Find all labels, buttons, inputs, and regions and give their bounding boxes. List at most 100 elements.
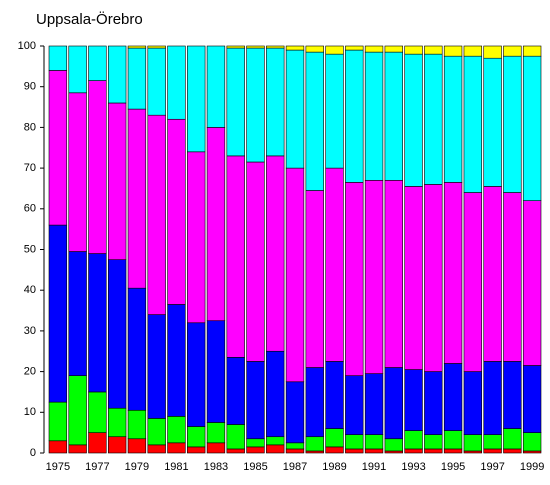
bar-segment (147, 114, 166, 315)
y-tick-label: 20 (24, 366, 36, 378)
bar-segment (285, 49, 305, 169)
bar-segment (68, 45, 87, 94)
x-tick-label: 1999 (520, 461, 544, 473)
bar-segment (463, 371, 483, 435)
bar-segment (325, 446, 344, 454)
x-tick-label: 1995 (441, 461, 465, 473)
bar-segment (483, 361, 502, 435)
bar-segment (266, 350, 285, 438)
bar-segment (345, 45, 364, 51)
bar-segment (384, 438, 403, 452)
bar-segment (443, 448, 463, 454)
bar-segment (404, 45, 423, 55)
bar-segment (384, 450, 403, 454)
bar-segment (345, 448, 364, 454)
y-tick-label: 40 (24, 284, 36, 296)
x-tick-label: 1975 (46, 461, 70, 473)
bar-segment (404, 53, 423, 187)
bar-segment (88, 432, 107, 454)
bar-segment (246, 446, 265, 454)
x-tick-label: 1991 (362, 461, 386, 473)
bar-segment (364, 180, 384, 374)
bar-segment (147, 47, 166, 116)
bar-segment (483, 45, 502, 59)
bar-segment (503, 55, 522, 193)
bar-segment (325, 53, 344, 169)
bar-segment (167, 304, 186, 417)
y-tick-label: 50 (24, 243, 36, 255)
bar-segment (424, 45, 443, 55)
bar-segment (364, 373, 384, 435)
bar-segment (107, 45, 127, 104)
bar-segment (522, 200, 542, 366)
bar-segment (68, 375, 87, 446)
bar-segment (345, 434, 364, 450)
bar-segment (404, 186, 423, 370)
bar-segment (68, 251, 87, 376)
bar-segment (167, 416, 186, 444)
bar-segment (48, 440, 68, 454)
bar-segment (266, 155, 285, 352)
bar-segment (522, 55, 542, 201)
y-tick-label: 70 (24, 162, 36, 174)
bar-segment (187, 322, 206, 427)
bar-segment (127, 45, 147, 49)
bar-segment (226, 45, 245, 49)
bar-segment (483, 57, 502, 187)
bar-segment (147, 45, 166, 49)
bar-segment (503, 45, 522, 57)
bar-segment (147, 444, 166, 454)
bar-segment (443, 55, 463, 183)
bar-segment (305, 51, 324, 191)
bar-segment (522, 432, 542, 452)
bar-segment (147, 418, 166, 446)
bar-segment (187, 426, 206, 448)
bar-segment (443, 430, 463, 450)
bar-segment (384, 51, 403, 181)
bar-segment (127, 47, 147, 110)
bar-segment (424, 371, 443, 435)
bar-segment (424, 434, 443, 450)
y-tick-label: 100 (18, 40, 36, 52)
y-tick-label: 0 (30, 447, 36, 459)
bar-segment (384, 367, 403, 440)
bar-segment (285, 45, 305, 51)
bar-segment (404, 369, 423, 431)
x-tick-label: 1987 (283, 461, 307, 473)
bar-segment (463, 434, 483, 452)
bar-segment (364, 434, 384, 450)
bar-segment (483, 448, 502, 454)
x-tick-label: 1989 (322, 461, 346, 473)
bar-segment (206, 127, 226, 322)
bar-segment (48, 45, 68, 71)
y-tick-label: 60 (24, 203, 36, 215)
bar-segment (246, 161, 265, 362)
bar-segment (325, 167, 344, 362)
bar-segment (88, 45, 107, 81)
bar-segment (285, 167, 305, 383)
bar-segment (266, 444, 285, 454)
bar-segment (68, 444, 87, 454)
bar-segment (305, 190, 324, 368)
bar-segment (246, 361, 265, 440)
bar-segment (246, 45, 265, 49)
y-tick-label: 10 (24, 406, 36, 418)
bar-segment (107, 102, 127, 260)
bar-segment (88, 80, 107, 254)
bar-segment (384, 45, 403, 53)
bar-segment (503, 448, 522, 454)
bar-segment (364, 448, 384, 454)
x-tick-label: 1979 (125, 461, 149, 473)
x-tick-label: 1993 (401, 461, 425, 473)
bar-segment (226, 47, 245, 157)
bar-segment (48, 70, 68, 226)
x-tick-label: 1983 (204, 461, 228, 473)
bar-segment (522, 365, 542, 433)
bar-segment (424, 53, 443, 185)
bar-segment (226, 357, 245, 425)
bar-segment (483, 434, 502, 450)
bar-segment (226, 155, 245, 358)
bar-segment (48, 224, 68, 403)
bar-segment (424, 448, 443, 454)
bar-segment (167, 45, 186, 120)
